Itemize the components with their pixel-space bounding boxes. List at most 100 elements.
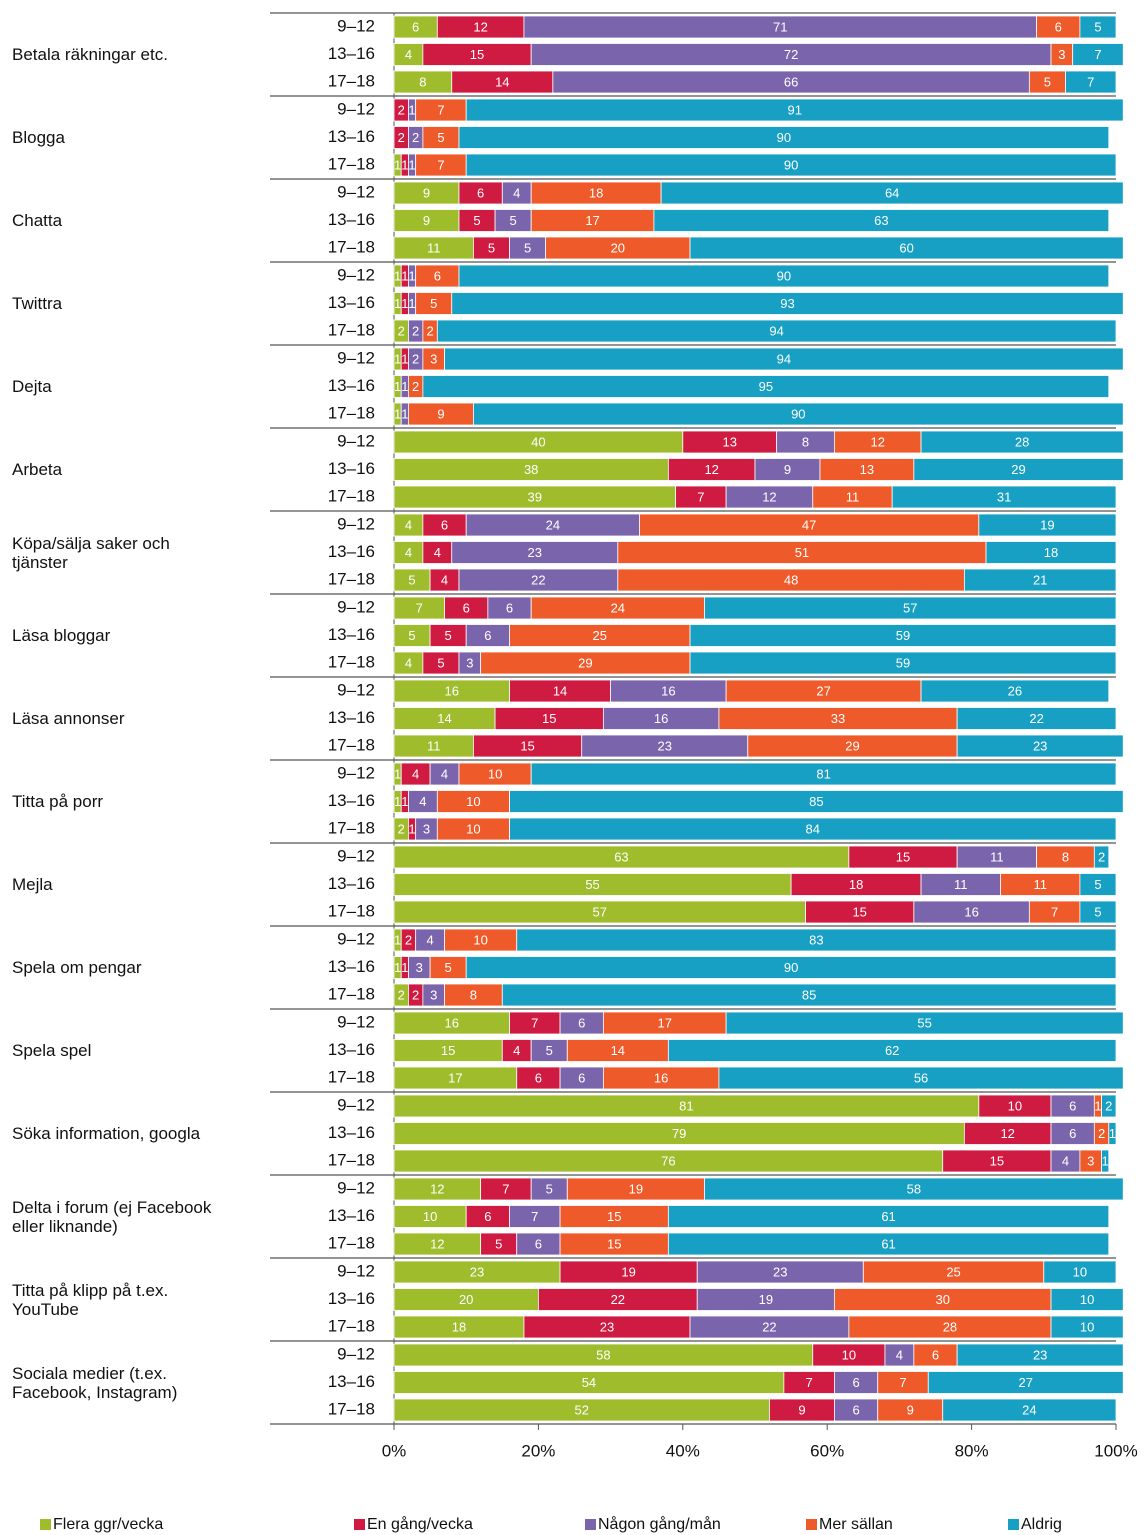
category-label: Titta på porr: [12, 792, 104, 811]
value-label: 15: [520, 738, 534, 753]
value-label: 12: [1000, 1126, 1014, 1141]
value-label: 23: [470, 1264, 484, 1279]
value-label: 58: [596, 1347, 610, 1362]
bar-segment: [1072, 43, 1124, 66]
value-label: 5: [445, 628, 452, 643]
group-label: 9–12: [337, 929, 375, 948]
value-label: 7: [899, 1375, 906, 1390]
value-label: 7: [1051, 904, 1058, 919]
group-label: 17–18: [328, 237, 375, 256]
value-label: 9: [784, 462, 791, 477]
value-label: 8: [470, 987, 477, 1002]
value-label: 1: [401, 351, 408, 366]
bar-segment: [891, 485, 1117, 509]
value-label: 22: [611, 1292, 625, 1307]
category-label: Betala räkningar etc.: [12, 45, 168, 64]
group-label: 13–16: [328, 1123, 375, 1142]
bar-segment: [422, 375, 1110, 398]
bar-segment: [956, 707, 1117, 730]
group-label: 17–18: [328, 735, 375, 754]
value-label: 18: [452, 1319, 466, 1334]
value-label: 6: [484, 628, 491, 643]
value-label: 25: [593, 628, 607, 643]
value-label: 85: [809, 794, 823, 809]
bar-segment: [509, 790, 1124, 813]
value-label: 2: [405, 932, 412, 947]
group-label: 13–16: [328, 376, 375, 395]
value-label: 28: [1015, 434, 1029, 449]
bar-segment: [689, 624, 1117, 647]
value-label: 10: [473, 932, 487, 947]
value-label: 22: [1029, 711, 1043, 726]
group-label: 13–16: [328, 44, 375, 63]
group-label: 13–16: [328, 874, 375, 893]
value-label: 1: [1109, 1126, 1116, 1141]
value-label: 3: [466, 655, 473, 670]
value-label: 16: [445, 683, 459, 698]
value-label: 9: [423, 185, 430, 200]
category-label: Dejta: [12, 377, 52, 396]
value-label: 23: [658, 738, 672, 753]
value-label: 27: [1019, 1375, 1033, 1390]
bar-segment: [458, 264, 1110, 288]
value-label: 10: [1080, 1319, 1094, 1334]
value-label: 7: [1087, 74, 1094, 89]
value-label: 3: [1087, 1153, 1094, 1168]
bar-segment: [667, 1205, 1110, 1228]
bar-segment: [444, 347, 1124, 371]
value-label: 2: [412, 379, 419, 394]
value-label: 13: [860, 462, 874, 477]
legend-label: Flera ggr/vecka: [53, 1516, 163, 1533]
value-label: 40: [531, 434, 545, 449]
legend-swatch: [585, 1519, 596, 1530]
group-label: 9–12: [337, 16, 375, 35]
value-label: 1: [394, 351, 401, 366]
value-label: 1: [394, 766, 401, 781]
bar-segment: [963, 568, 1117, 592]
category-label: Söka information, googla: [12, 1124, 201, 1143]
x-tick-label: 100%: [1094, 1441, 1137, 1460]
group-label: 17–18: [328, 1316, 375, 1335]
value-label: 7: [531, 1015, 538, 1030]
value-label: 5: [408, 628, 415, 643]
value-label: 4: [441, 766, 448, 781]
value-label: 94: [777, 351, 791, 366]
bar-segment: [1043, 1260, 1117, 1284]
category-label: Mejla: [12, 875, 53, 894]
value-label: 81: [816, 766, 830, 781]
group-label: 13–16: [328, 957, 375, 976]
value-label: 1: [1094, 1098, 1101, 1113]
value-label: 23: [1033, 738, 1047, 753]
value-label: 15: [470, 47, 484, 62]
value-label: 16: [661, 683, 675, 698]
value-label: 1: [1102, 1153, 1109, 1168]
legend-swatch: [354, 1519, 365, 1530]
value-label: 29: [1011, 462, 1025, 477]
value-label: 61: [881, 1209, 895, 1224]
group-label: 17–18: [328, 403, 375, 422]
value-label: 3: [1058, 47, 1065, 62]
value-label: 61: [881, 1236, 895, 1251]
legend-label: Någon gång/mån: [598, 1515, 721, 1533]
value-label: 2: [412, 130, 419, 145]
bar-segment: [465, 153, 1117, 177]
value-label: 3: [430, 351, 437, 366]
value-label: 6: [441, 517, 448, 532]
group-label: 9–12: [337, 1261, 375, 1280]
value-label: 19: [621, 1264, 635, 1279]
value-label: 66: [784, 74, 798, 89]
value-label: 4: [513, 1043, 520, 1058]
bar-segment: [1079, 900, 1117, 924]
value-label: 72: [784, 47, 798, 62]
value-label: 9: [423, 213, 430, 228]
bar-segment: [1101, 1094, 1117, 1118]
value-label: 5: [1094, 877, 1101, 892]
group-label: 9–12: [337, 1095, 375, 1114]
value-label: 90: [784, 157, 798, 172]
group-label: 13–16: [328, 708, 375, 727]
value-label: 1: [401, 157, 408, 172]
value-label: 51: [795, 545, 809, 560]
category-label: Köpa/sälja saker och tjänster: [12, 533, 170, 572]
group-label: 9–12: [337, 597, 375, 616]
